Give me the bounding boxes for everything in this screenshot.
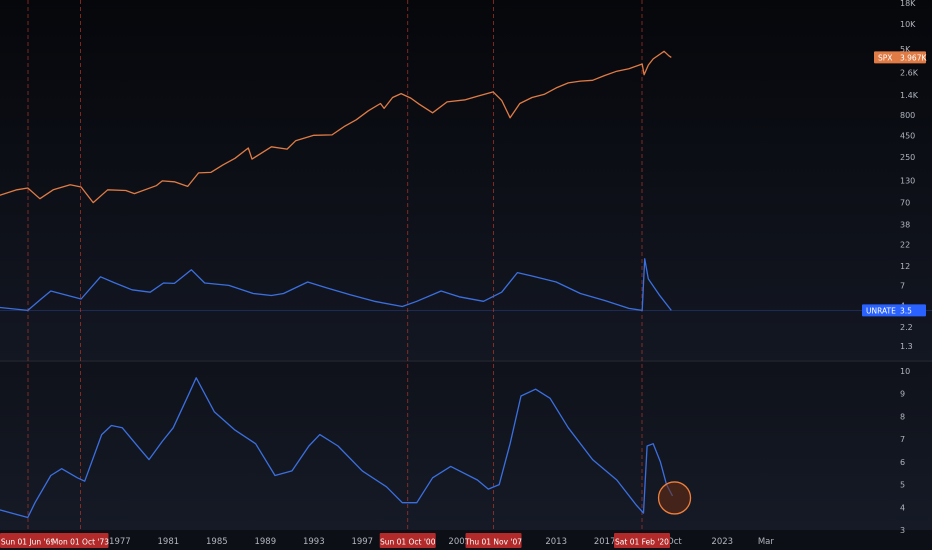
lower-tick-label: 8 (900, 412, 905, 421)
time-tick-label: 1989 (254, 537, 276, 547)
recession-date-label: Sat 01 Feb '20 (615, 538, 669, 547)
highlight-circle (659, 482, 691, 514)
time-tick-label: 2023 (711, 537, 733, 547)
lower-tick-label: 7 (900, 435, 905, 444)
lower-tick-label: 6 (900, 458, 905, 467)
lower-tick-label: 3 (900, 526, 905, 535)
recession-date-label: Thu 01 Nov '07 (464, 538, 522, 547)
price-tick-label: 800 (900, 111, 915, 120)
time-tick-label: 1997 (351, 537, 373, 547)
price-tick-label: 1.3 (900, 342, 913, 351)
price-tick-label: 38 (900, 221, 910, 230)
price-tick-label: 70 (900, 199, 910, 208)
time-tick-label: 2017 (594, 537, 616, 547)
price-tick-label: 130 (900, 176, 915, 185)
time-tick-label: 2013 (545, 537, 567, 547)
price-tick-label: 2.2 (900, 323, 913, 332)
price-tick-label: 12 (900, 262, 910, 271)
unrate-tag-value: 3.5 (900, 306, 912, 315)
lower-tick-label: 5 (900, 481, 905, 490)
time-tick-label: 1981 (158, 537, 180, 547)
recession-date-label: Sun 01 Oct '00 (380, 538, 436, 547)
upper-panel-bg (0, 0, 932, 360)
lower-panel-bg (0, 362, 932, 530)
price-tick-label: 10K (900, 20, 916, 29)
lower-tick-label: 9 (900, 390, 905, 399)
time-tick-label: 1977 (109, 537, 131, 547)
price-tick-label: 2.6K (900, 69, 919, 78)
time-tick-label: 1985 (206, 537, 228, 547)
recession-date-label: Mon 01 Oct '73 (52, 538, 109, 547)
price-tick-label: 18K (900, 0, 916, 8)
lower-tick-label: 10 (900, 367, 910, 376)
unrate-tag-name: UNRATE (866, 306, 896, 315)
lower-tick-label: 4 (900, 503, 905, 512)
spx-tag-name: SPX (878, 53, 892, 62)
recession-date-label: Sun 01 Jun '69 (1, 538, 56, 547)
price-tick-label: 450 (900, 132, 915, 141)
time-tick-label: Mar (758, 537, 775, 547)
spx-tag-value: 3.967K (900, 53, 927, 62)
price-tick-label: 22 (900, 240, 910, 249)
price-tick-label: 7 (900, 281, 905, 290)
price-tick-label: 1.4K (900, 91, 919, 100)
panel-backgrounds (0, 0, 932, 530)
price-tick-label: 250 (900, 153, 915, 162)
time-tick-label: 1993 (303, 537, 325, 547)
